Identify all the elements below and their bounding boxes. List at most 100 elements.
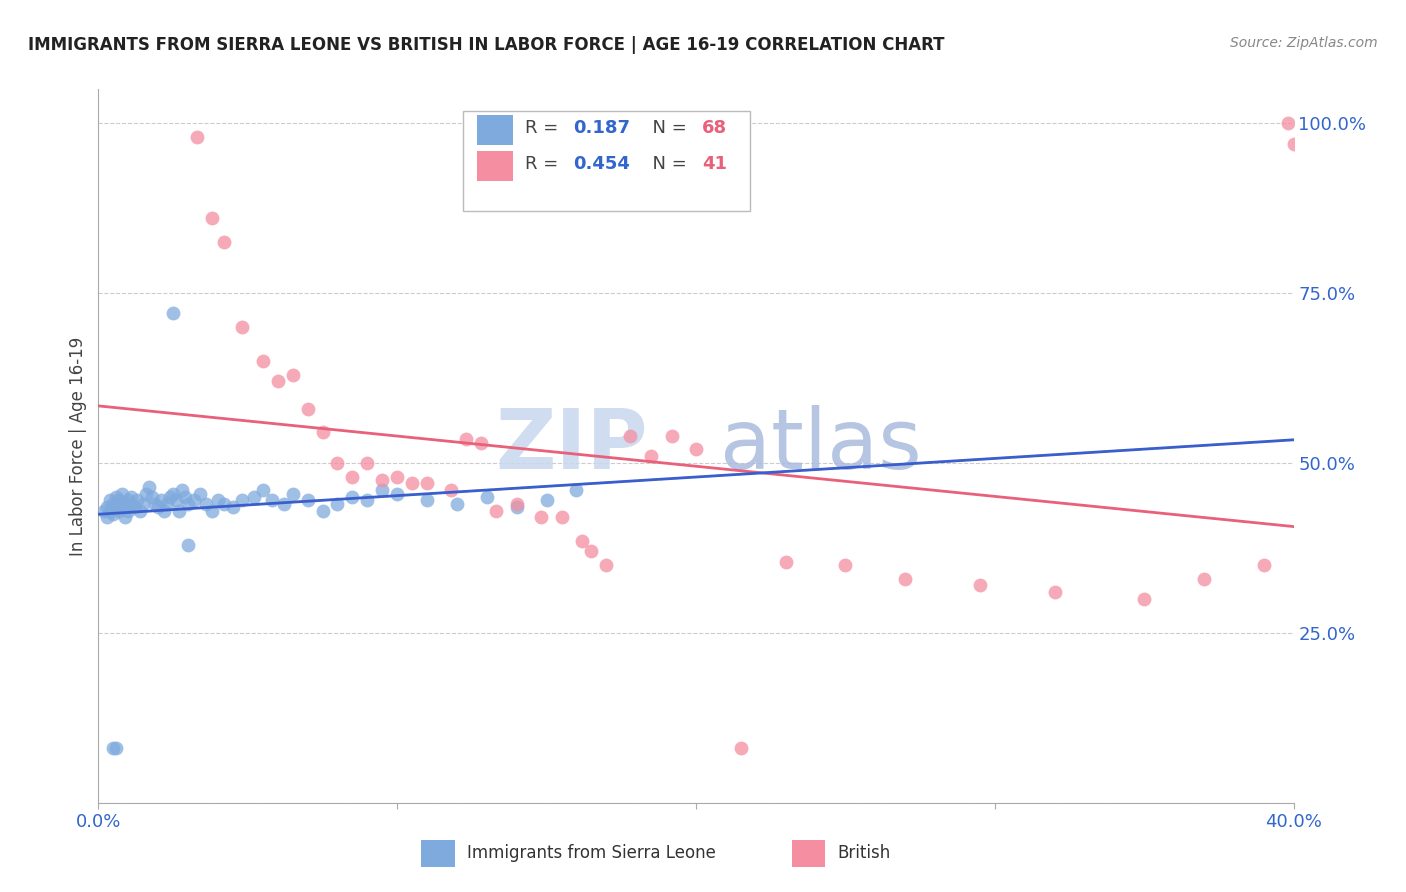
Point xyxy=(103,507,125,521)
Point xyxy=(188,486,211,500)
Point xyxy=(162,306,184,320)
Point xyxy=(148,500,170,515)
Point xyxy=(342,469,364,483)
Text: atlas: atlas xyxy=(720,406,921,486)
Point xyxy=(273,497,295,511)
Point xyxy=(231,493,253,508)
Point xyxy=(243,490,266,504)
Text: R =: R = xyxy=(524,120,564,137)
Point xyxy=(446,497,468,511)
Text: IMMIGRANTS FROM SIERRA LEONE VS BRITISH IN LABOR FORCE | AGE 16-19 CORRELATION C: IMMIGRANTS FROM SIERRA LEONE VS BRITISH … xyxy=(28,36,945,54)
Point xyxy=(135,486,157,500)
Point xyxy=(117,493,139,508)
Point xyxy=(581,544,603,558)
Point xyxy=(267,375,290,389)
Point xyxy=(105,500,128,515)
Point xyxy=(150,493,173,508)
Point xyxy=(595,558,617,572)
Y-axis label: In Labor Force | Age 16-19: In Labor Force | Age 16-19 xyxy=(69,336,87,556)
Point xyxy=(141,490,163,504)
Point xyxy=(311,503,333,517)
Point xyxy=(186,129,208,144)
Point xyxy=(281,486,304,500)
Point xyxy=(440,483,463,498)
Point xyxy=(96,500,118,515)
Point xyxy=(177,537,200,551)
Point xyxy=(222,500,245,515)
Point xyxy=(385,486,409,500)
Point xyxy=(103,741,125,756)
Point xyxy=(120,497,142,511)
Point xyxy=(297,493,319,508)
Point xyxy=(127,493,149,508)
Text: 0.454: 0.454 xyxy=(572,155,630,173)
Point xyxy=(619,429,641,443)
Point xyxy=(834,558,856,572)
Point xyxy=(120,490,142,504)
FancyBboxPatch shape xyxy=(477,151,513,180)
Point xyxy=(371,483,394,498)
Point xyxy=(342,490,364,504)
Point xyxy=(201,211,224,226)
Point xyxy=(105,490,128,504)
Point xyxy=(685,442,707,457)
FancyBboxPatch shape xyxy=(422,840,454,867)
Point xyxy=(506,497,529,511)
Point xyxy=(281,368,304,382)
Text: R =: R = xyxy=(524,155,564,173)
Point xyxy=(571,534,593,549)
Point xyxy=(506,500,529,515)
Point xyxy=(98,493,122,508)
Point xyxy=(730,741,752,756)
Point xyxy=(356,456,378,470)
Point xyxy=(416,476,439,491)
Point xyxy=(172,483,194,498)
Point xyxy=(1133,591,1156,606)
Point xyxy=(1192,572,1215,586)
Point xyxy=(775,555,797,569)
Point xyxy=(356,493,378,508)
Point xyxy=(969,578,991,592)
Point xyxy=(536,493,558,508)
Point xyxy=(201,503,224,517)
Text: British: British xyxy=(837,844,890,862)
Point xyxy=(252,483,274,498)
Text: 0.187: 0.187 xyxy=(572,120,630,137)
Point xyxy=(111,486,134,500)
FancyBboxPatch shape xyxy=(463,111,749,211)
Point xyxy=(165,493,187,508)
Point xyxy=(114,500,136,515)
Point xyxy=(111,497,134,511)
Point xyxy=(371,473,394,487)
Point xyxy=(177,497,200,511)
Point xyxy=(108,493,131,508)
Point xyxy=(129,503,152,517)
Point xyxy=(159,490,181,504)
Point xyxy=(162,486,184,500)
Point xyxy=(1043,585,1066,599)
Point xyxy=(416,493,439,508)
Point xyxy=(117,503,139,517)
Point xyxy=(485,503,508,517)
Point xyxy=(138,480,160,494)
Point xyxy=(401,476,423,491)
Point xyxy=(183,493,205,508)
Point xyxy=(565,483,588,498)
Point xyxy=(207,493,229,508)
Point xyxy=(640,449,662,463)
Point xyxy=(311,425,333,440)
Point xyxy=(132,497,155,511)
Point xyxy=(167,503,190,517)
Point xyxy=(195,497,218,511)
Point xyxy=(231,320,253,334)
Point xyxy=(212,235,235,249)
Point xyxy=(96,510,118,524)
Text: 41: 41 xyxy=(702,155,727,173)
Point xyxy=(252,354,274,368)
Point xyxy=(103,497,125,511)
Text: 68: 68 xyxy=(702,120,727,137)
Point xyxy=(93,503,115,517)
Point xyxy=(470,435,492,450)
Text: ZIP: ZIP xyxy=(496,406,648,486)
Point xyxy=(661,429,683,443)
